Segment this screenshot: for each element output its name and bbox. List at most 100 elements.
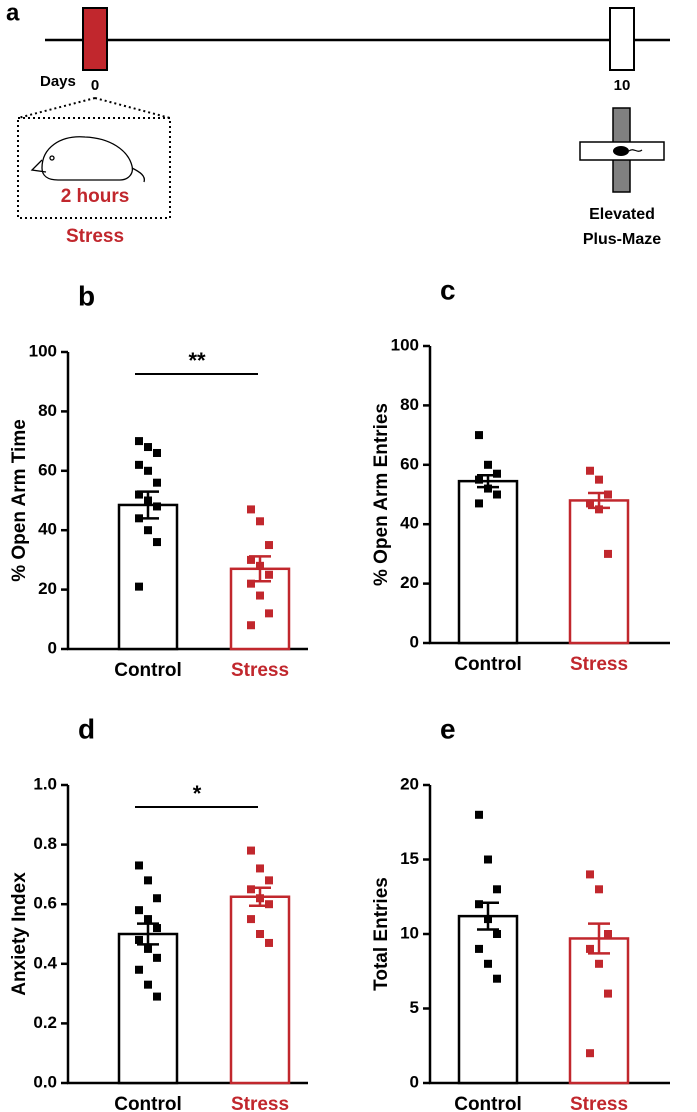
x-tick-label: Control [454, 654, 522, 675]
duration-label: 2 hours [61, 186, 130, 207]
data-point [247, 505, 255, 514]
data-point [153, 992, 161, 1001]
error-bar [588, 922, 610, 955]
y-tick-label: 20 [400, 774, 419, 793]
y-tick-label: 80 [400, 395, 419, 414]
data-point [265, 609, 273, 618]
y-tick-label: 0.6 [33, 894, 57, 913]
y-axis-label: Total Entries [371, 877, 392, 991]
panel-letter: a [6, 0, 20, 26]
data-point [475, 944, 483, 953]
data-point [144, 876, 152, 885]
data-point [586, 1049, 594, 1058]
data-point [135, 437, 143, 446]
data-point [493, 490, 501, 499]
panel-letter: b [78, 280, 95, 311]
data-point [135, 514, 143, 523]
x-tick-label: Stress [570, 654, 628, 675]
data-point [135, 965, 143, 974]
data-point [247, 846, 255, 855]
data-point [153, 924, 161, 933]
bar [229, 895, 291, 1085]
data-point [153, 538, 161, 547]
data-point [256, 517, 264, 526]
data-point [604, 549, 612, 558]
data-point [493, 885, 501, 894]
y-tick-label: 0.8 [33, 834, 57, 853]
data-point [595, 505, 603, 514]
data-point [135, 582, 143, 591]
data-point [256, 894, 264, 903]
x-tick-label: Control [114, 1094, 182, 1112]
y-tick-label: 100 [391, 335, 419, 354]
data-point [475, 810, 483, 819]
x-tick-label: Control [114, 660, 182, 681]
day-marker [82, 7, 108, 71]
data-point [247, 555, 255, 564]
y-tick-label: 1.0 [33, 774, 57, 793]
y-tick-label: 80 [38, 401, 57, 420]
data-point [484, 959, 492, 968]
data-point [475, 900, 483, 909]
bar [117, 932, 179, 1085]
panel-letter: c [440, 274, 456, 305]
zoom-line [17, 97, 96, 119]
data-point [475, 475, 483, 484]
data-point [144, 915, 152, 924]
significance-label: * [193, 781, 202, 806]
data-point [604, 989, 612, 998]
error-bar [137, 922, 159, 946]
y-tick-label: 0 [48, 638, 57, 657]
data-point [604, 930, 612, 938]
mouse-tail [628, 149, 643, 152]
data-point [135, 935, 143, 944]
bar [568, 499, 630, 645]
data-point [484, 484, 492, 493]
rat-icon [30, 136, 146, 183]
zoom-line [94, 97, 171, 119]
y-tick-label: 0.4 [33, 953, 57, 972]
data-point [265, 900, 273, 909]
mouse-icon [613, 146, 629, 156]
data-point [493, 469, 501, 478]
x-tick-label: Stress [570, 1094, 628, 1112]
days-label: Days [40, 73, 76, 90]
data-point [256, 561, 264, 570]
data-point [247, 915, 255, 924]
day-label: 10 [614, 77, 631, 94]
data-point [586, 944, 594, 953]
y-tick-label: 40 [400, 514, 419, 533]
data-point [265, 570, 273, 579]
data-point [153, 953, 161, 962]
day-marker [609, 7, 635, 71]
zoom-box [17, 117, 171, 219]
data-point [135, 460, 143, 469]
significance-label: ** [188, 348, 206, 373]
data-point [135, 906, 143, 915]
y-axis-label: % Open Arm Time [9, 419, 30, 582]
data-point [475, 431, 483, 440]
y-tick-label: 20 [400, 573, 419, 592]
data-point [493, 930, 501, 938]
panel-letter: e [440, 713, 456, 744]
data-point [135, 861, 143, 870]
data-point [484, 855, 492, 864]
data-point [153, 448, 161, 457]
data-point [256, 591, 264, 600]
data-point [144, 944, 152, 953]
x-tick-label: Stress [231, 660, 289, 681]
y-tick-label: 10 [400, 923, 419, 942]
data-point [265, 876, 273, 885]
condition-label: Stress [66, 226, 124, 247]
y-tick-label: 0 [410, 1072, 419, 1091]
data-point [595, 959, 603, 968]
data-point [265, 541, 273, 550]
data-point [265, 938, 273, 947]
data-point [595, 885, 603, 894]
y-tick-label: 20 [38, 579, 57, 598]
data-point [484, 460, 492, 469]
panel-letter: d [78, 713, 95, 744]
data-point [604, 490, 612, 499]
y-tick-label: 40 [38, 520, 57, 539]
data-point [153, 894, 161, 903]
